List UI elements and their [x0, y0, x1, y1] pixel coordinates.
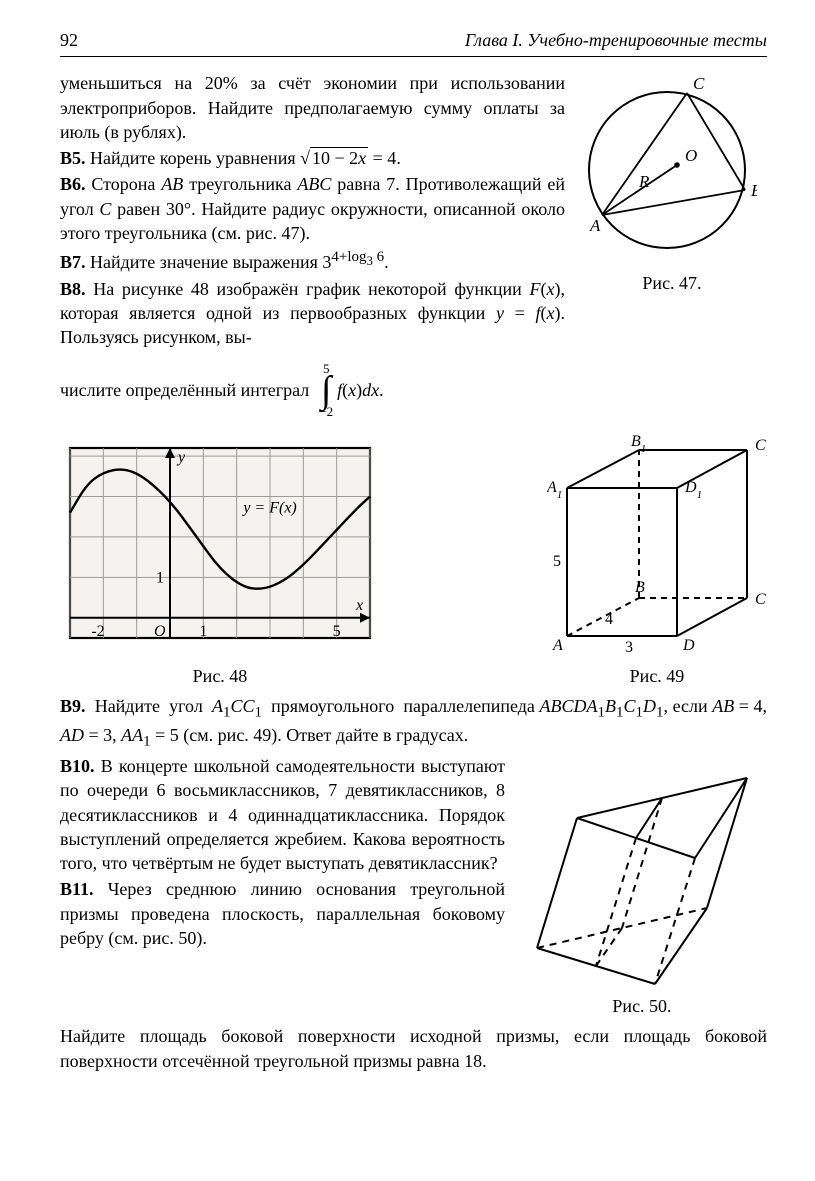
- task-b10-label: B10.: [60, 756, 95, 776]
- integral-expr: 5 ∫ −2 f(x)dx.: [319, 362, 383, 418]
- svg-text:y = F(x): y = F(x): [241, 500, 296, 517]
- page-number: 92: [60, 28, 78, 52]
- task-b5-label: B5.: [60, 148, 86, 168]
- task-b5-text: Найдите корень уравнения √10 − 2x = 4.: [90, 147, 401, 168]
- task-b6-text: Сторона AB треугольника ABC равна 7. Про…: [60, 174, 565, 243]
- task-b8-text-a: На рисунке 48 изображён график некоторой…: [60, 279, 565, 348]
- svg-text:O: O: [154, 623, 166, 640]
- parallelepiped-diagram: ADCBA1D1C1B1345: [547, 428, 767, 658]
- svg-text:y: y: [176, 449, 186, 466]
- task-b8-part-b: числите определённый интеграл 5 ∫ −2 f(x…: [60, 362, 767, 418]
- figure-49-caption: Рис. 49: [547, 664, 767, 688]
- figure-47-caption: Рис. 47.: [577, 271, 767, 295]
- task-b11-label: B11.: [60, 879, 94, 899]
- figure-47: A B C O R Рис. 47.: [577, 75, 767, 295]
- page-content: ABCOR Рис. 47. уменьшиться на 20% за счё…: [60, 71, 767, 1073]
- figure-49: ADCBA1D1C1B1345 Рис. 49: [547, 428, 767, 688]
- svg-text:C1: C1: [755, 437, 767, 459]
- task-b9: B9. Найдите угол A1CC1 прямоугольного па…: [60, 694, 767, 752]
- svg-text:A: A: [589, 216, 601, 235]
- svg-text:-2: -2: [91, 623, 104, 640]
- svg-text:1: 1: [156, 569, 164, 586]
- svg-text:5: 5: [333, 623, 341, 640]
- svg-text:x: x: [355, 597, 363, 614]
- svg-text:A: A: [552, 637, 563, 654]
- running-head: 92 Глава I. Учебно-тренировочные тесты: [60, 28, 767, 57]
- task-b8-text-b: числите определённый интеграл: [60, 378, 309, 402]
- integral-sign: ∫: [321, 375, 331, 405]
- svg-text:R: R: [638, 172, 650, 191]
- task-b11-text-a: Через среднюю линию основания треугольно…: [60, 879, 505, 948]
- task-b10-text: В концерте школьной самодеятельности выс…: [60, 756, 505, 873]
- svg-text:1: 1: [199, 623, 207, 640]
- chapter-title: Глава I. Учебно-тренировочные тесты: [465, 28, 767, 52]
- svg-text:C: C: [693, 75, 705, 93]
- task-b6-label: B6.: [60, 174, 86, 194]
- circumscribed-triangle-diagram: A B C O R: [577, 75, 757, 265]
- svg-text:O: O: [685, 146, 697, 165]
- svg-text:A1: A1: [547, 479, 562, 501]
- svg-text:B: B: [635, 579, 645, 596]
- figure-50-caption: Рис. 50.: [517, 994, 767, 1018]
- task-b7-text: Найдите значение выражения 34+log3 6.: [90, 252, 389, 272]
- prism-cut-diagram: [517, 758, 757, 988]
- svg-text:C: C: [755, 591, 766, 608]
- svg-text:D1: D1: [684, 479, 702, 501]
- figure-row-48-49: -2151Oxyy = F(x) Рис. 48 ADCBA1D1C1B1345…: [60, 428, 767, 688]
- task-b7-label: B7.: [60, 252, 86, 272]
- svg-text:D: D: [682, 637, 695, 654]
- figure-50: Рис. 50.: [517, 758, 767, 1018]
- figure-48: -2 1 5 1 Ox y y = F(x) Рис. 48: [60, 438, 380, 688]
- svg-text:B: B: [751, 181, 757, 200]
- task-b8-label: B8.: [60, 279, 86, 299]
- integral-lower: −2: [319, 405, 333, 418]
- task-b11-cont: Найдите площадь боковой поверхности исхо…: [60, 1024, 767, 1073]
- antiderivative-graph: -2 1 5 1 Ox y y = F(x): [60, 438, 380, 658]
- task-b9-text: Найдите угол A1CC1 прямоугольного паралл…: [60, 696, 767, 745]
- task-b9-label: B9.: [60, 696, 86, 716]
- svg-text:4: 4: [605, 611, 613, 628]
- svg-text:5: 5: [553, 553, 561, 570]
- svg-text:3: 3: [625, 639, 633, 656]
- figure-48-caption: Рис. 48: [60, 664, 380, 688]
